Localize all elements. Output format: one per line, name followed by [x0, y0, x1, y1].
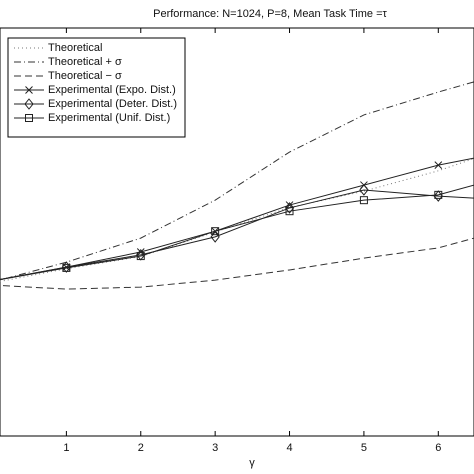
- series-line: [0, 158, 474, 282]
- legend-label: Theoretical: [48, 42, 102, 54]
- series-line: [0, 81, 474, 281]
- series-line: [0, 157, 474, 280]
- marker: [434, 161, 443, 169]
- x-tick-label: 5: [361, 442, 367, 454]
- series-line: [0, 184, 474, 281]
- chart-title: Performance: N=1024, P=8, Mean Task Time…: [153, 8, 387, 20]
- marker: [284, 202, 295, 214]
- marker: [211, 227, 220, 236]
- plot-frame: [0, 27, 474, 437]
- x-tick-label: 3: [212, 442, 218, 454]
- marker: [359, 184, 369, 196]
- x-tick-label: 1: [63, 442, 69, 454]
- marker: [285, 207, 294, 216]
- legend-box: [7, 37, 186, 138]
- marker: [359, 196, 368, 205]
- marker: [25, 114, 33, 122]
- marker: [25, 86, 33, 94]
- series-line: [0, 189, 474, 280]
- series-line: [0, 237, 474, 290]
- legend-label: Theoretical − σ: [48, 70, 122, 82]
- x-tick-label: 2: [138, 442, 144, 454]
- x-tick-label: 4: [286, 442, 292, 454]
- marker: [210, 231, 220, 243]
- marker: [136, 252, 145, 261]
- marker: [24, 98, 34, 110]
- x-tick-label: 6: [435, 442, 441, 454]
- marker: [61, 261, 72, 273]
- x-axis-label: γ: [249, 457, 255, 469]
- marker: [62, 263, 71, 272]
- legend-label: Experimental (Unif. Dist.): [48, 112, 170, 124]
- marker: [434, 190, 443, 199]
- legend-label: Experimental (Deter. Dist.): [48, 98, 177, 110]
- legend-label: Experimental (Expo. Dist.): [48, 84, 176, 96]
- legend-label: Theoretical + σ: [48, 56, 122, 68]
